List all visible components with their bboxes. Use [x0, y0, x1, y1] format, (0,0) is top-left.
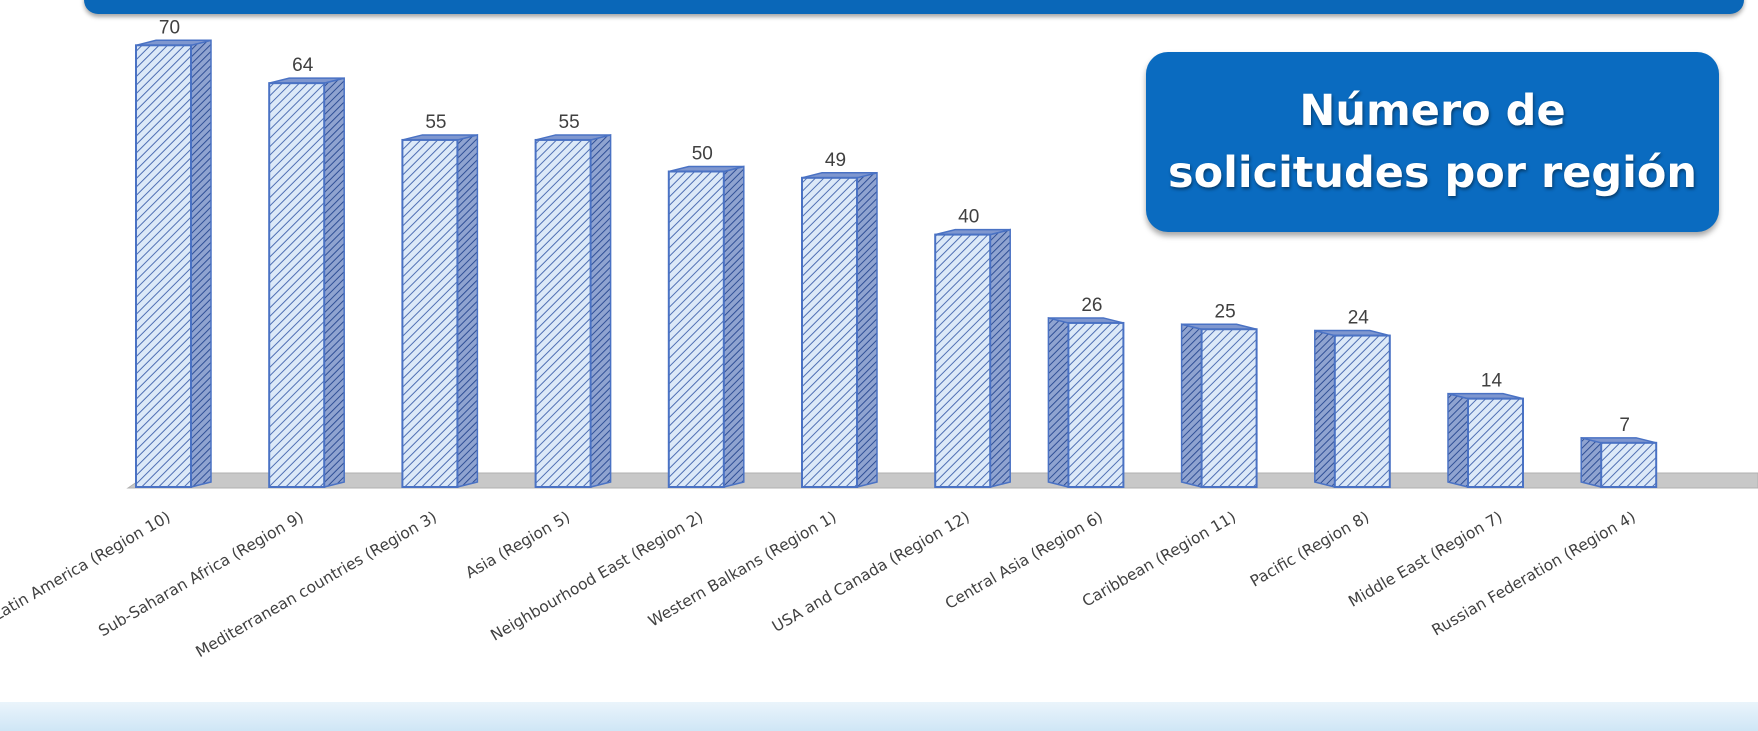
bar-side	[190, 39, 212, 488]
bar	[1047, 316, 1125, 488]
bar-front	[534, 138, 592, 488]
bar-side	[856, 171, 878, 488]
bar-side	[456, 133, 479, 488]
bar	[1314, 329, 1391, 488]
data-label: 55	[425, 112, 446, 133]
bar-side	[1580, 436, 1602, 488]
data-label: 70	[159, 17, 180, 38]
bar	[534, 133, 612, 488]
bar-front	[934, 233, 992, 488]
bar	[268, 77, 345, 488]
bar-side	[1314, 329, 1336, 488]
data-label: 26	[1081, 295, 1102, 316]
bar-side	[1447, 392, 1469, 488]
data-label: 55	[559, 112, 580, 133]
bar	[1580, 436, 1658, 488]
data-label: 25	[1215, 301, 1236, 322]
data-label: 64	[292, 55, 314, 76]
chart-title-box: Número de solicitudes por región	[1146, 52, 1719, 232]
bar-side	[989, 228, 1011, 488]
data-label: 14	[1481, 371, 1503, 392]
category-label: Mediterranean countries (Region 3)	[193, 508, 440, 661]
bar	[934, 228, 1011, 488]
bar-side	[1180, 323, 1203, 488]
data-label: 24	[1348, 308, 1370, 329]
bar	[1447, 392, 1524, 488]
category-label: Russian Federation (Region 4)	[1429, 508, 1639, 640]
bar-front	[1333, 334, 1391, 488]
category-label: Asia (Region 5)	[462, 508, 573, 582]
data-label: 7	[1619, 415, 1630, 436]
bar-front	[1200, 328, 1258, 488]
bar	[667, 165, 745, 488]
bar	[801, 171, 878, 488]
bottom-band	[0, 702, 1758, 731]
bar-front	[1600, 441, 1658, 488]
bar-front	[401, 138, 459, 488]
bar-side	[1047, 316, 1070, 488]
bar-side	[723, 165, 745, 488]
bar-front	[801, 176, 858, 488]
bar-front	[667, 170, 725, 488]
bar-side	[589, 133, 612, 488]
data-label: 49	[825, 150, 846, 171]
data-label: 50	[692, 144, 713, 165]
bar-front	[1467, 397, 1524, 488]
bar	[135, 39, 212, 489]
top-banner	[84, 0, 1744, 14]
bar-side	[323, 77, 345, 488]
category-label: Pacific (Region 8)	[1247, 508, 1372, 591]
category-label: Sub-Saharan Africa (Region 9)	[96, 508, 307, 640]
category-label: Neighbourhood East (Region 2)	[488, 508, 707, 645]
bar	[401, 133, 479, 488]
bar-front	[268, 82, 326, 488]
bar	[1180, 323, 1258, 488]
bar-front	[135, 44, 192, 489]
chart-title: Número de solicitudes por región	[1167, 86, 1698, 198]
data-label: 40	[958, 207, 979, 228]
bar-front	[1067, 321, 1125, 488]
